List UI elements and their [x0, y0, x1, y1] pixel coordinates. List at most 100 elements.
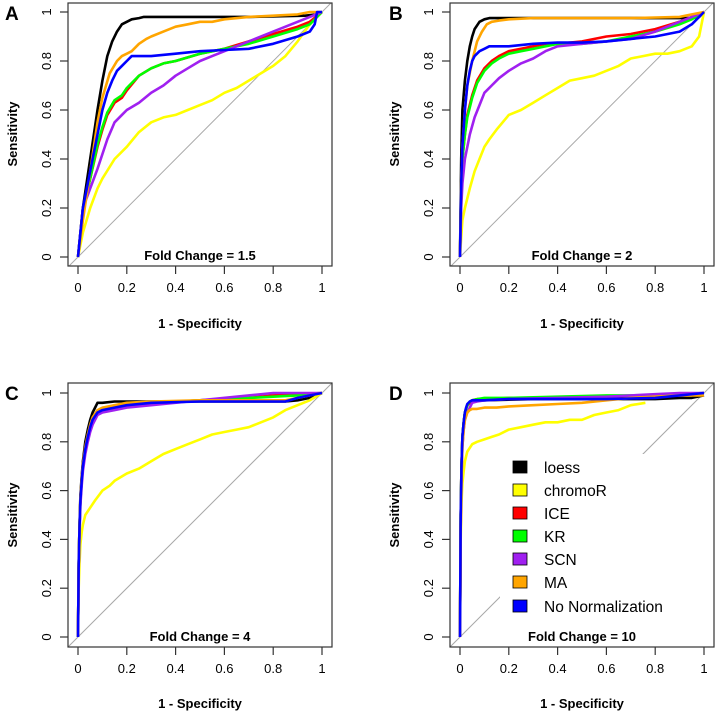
- legend-label: ICE: [544, 506, 570, 523]
- x-tick-label-b: 0: [456, 280, 463, 295]
- roc-curve-chromor-c: [76, 391, 323, 638]
- x-tick-label-d: 0.2: [500, 661, 518, 676]
- y-tick-label-c: 0.6: [39, 482, 54, 500]
- x-axis-title-b: 1 - Specificity: [540, 316, 625, 331]
- y-tick-label-c: 0.4: [39, 530, 54, 548]
- x-tick-label-a: 0.4: [167, 280, 185, 295]
- y-tick-label-b: 1: [421, 8, 436, 15]
- x-tick-label-d: 0.6: [597, 661, 615, 676]
- y-tick-label-c: 0.8: [39, 433, 54, 451]
- y-axis-title-d: Sensitivity: [387, 482, 402, 548]
- legend-label: chromoR: [544, 483, 607, 500]
- legend-swatch-no-normalization: [512, 599, 528, 613]
- roc-curve-no-normalization-d: [458, 391, 705, 638]
- legend-item: KR: [512, 529, 566, 546]
- x-tick-label-c: 0.6: [215, 661, 233, 676]
- y-axis-title-a: Sensitivity: [5, 101, 20, 167]
- panel-letter-a: A: [5, 4, 19, 25]
- legend-swatch-ma: [512, 575, 528, 589]
- x-tick-label-a: 0.6: [215, 280, 233, 295]
- y-tick-label-d: 1: [421, 389, 436, 396]
- annotation-b: Fold Change = 2: [532, 248, 633, 263]
- annotation-d: Fold Change = 10: [528, 629, 636, 644]
- legend-item: No Normalization: [512, 599, 663, 616]
- y-tick-label-d: 0.6: [421, 482, 436, 500]
- legend-swatch-scn: [512, 552, 528, 566]
- annotation-c: Fold Change = 4: [150, 629, 252, 644]
- plot-frame-b: [449, 2, 715, 267]
- x-tick-label-c: 0.4: [167, 661, 185, 676]
- legend-label: KR: [544, 529, 566, 546]
- x-tick-label-a: 1: [318, 280, 325, 295]
- x-tick-label-a: 0.2: [118, 280, 136, 295]
- x-axis-title-a: 1 - Specificity: [158, 316, 243, 331]
- x-tick-label-b: 0.6: [597, 280, 615, 295]
- legend-swatch-loess: [512, 460, 528, 474]
- annotation-a: Fold Change = 1.5: [144, 248, 256, 263]
- legend-swatch-ice: [512, 506, 528, 520]
- roc-curve-scn-a: [76, 10, 323, 258]
- x-tick-label-b: 0.2: [500, 280, 518, 295]
- x-tick-label-b: 0.8: [646, 280, 664, 295]
- roc-curve-ma-a: [76, 10, 322, 258]
- x-tick-label-d: 0: [456, 661, 463, 676]
- legend-item: MA: [512, 575, 568, 592]
- roc-curve-no-normalization-c: [76, 391, 323, 638]
- legend-label: MA: [544, 575, 568, 592]
- legend-label: SCN: [544, 552, 577, 569]
- legend-item: chromoR: [512, 483, 607, 500]
- panel-b: B Sensitivity 1 - Specificity 0 0.2 0.4 0.6…: [387, 2, 715, 331]
- y-tick-label-b: 0.2: [421, 199, 436, 217]
- plot-frame-c: [67, 382, 333, 648]
- panel-c: C Sensitivity 1 - Specificity 0 0.2 0.4 0.6…: [5, 382, 333, 711]
- y-tick-label-c: 0: [39, 633, 54, 640]
- x-tick-label-c: 1: [318, 661, 325, 676]
- panel-letter-b: B: [389, 4, 403, 25]
- y-tick-label-b: 0.4: [421, 150, 436, 168]
- x-tick-label-c: 0.8: [264, 661, 282, 676]
- y-tick-label-a: 0.8: [39, 52, 54, 70]
- y-tick-label-c: 1: [39, 389, 54, 396]
- x-tick-label-d: 0.8: [646, 661, 664, 676]
- y-axis-title-c: Sensitivity: [5, 482, 20, 548]
- legend-item: ICE: [512, 506, 570, 523]
- legend-swatch-chromor: [512, 483, 528, 497]
- roc-curve-no-normalization-b: [458, 11, 705, 258]
- x-tick-label-b: 1: [700, 280, 707, 295]
- legend-label: No Normalization: [544, 599, 663, 616]
- legend-swatch-kr: [512, 529, 528, 543]
- plot-frame-a: [67, 2, 333, 267]
- y-tick-label-a: 0.2: [39, 199, 54, 217]
- y-tick-label-d: 0.4: [421, 530, 436, 548]
- y-tick-label-b: 0: [421, 253, 436, 260]
- y-tick-label-d: 0.8: [421, 433, 436, 451]
- x-tick-label-c: 0.2: [118, 661, 136, 676]
- x-tick-label-a: 0: [74, 280, 81, 295]
- panel-a: A Sensitivity 1 - Specificity 0 0.2 0.4 0.6…: [5, 2, 333, 331]
- legend: loess chromoR ICE KR SCN MA No Normaliza…: [500, 454, 700, 644]
- y-tick-label-d: 0: [421, 633, 436, 640]
- roc-curve-chromor-a: [76, 11, 323, 258]
- legend-background: [500, 454, 700, 621]
- x-axis-title-c: 1 - Specificity: [158, 696, 243, 711]
- y-tick-label-c: 0.2: [39, 579, 54, 597]
- y-tick-label-b: 0.8: [421, 52, 436, 70]
- y-tick-label-a: 0.6: [39, 101, 54, 119]
- roc-curve-kr-a: [76, 11, 323, 258]
- y-tick-label-a: 0.4: [39, 150, 54, 168]
- roc-curve-chromor-b: [458, 11, 706, 258]
- x-tick-label-d: 1: [700, 661, 707, 676]
- x-tick-label-a: 0.8: [264, 280, 282, 295]
- reference-diagonal-c: [68, 383, 332, 647]
- panel-letter-d: D: [389, 384, 403, 405]
- panel-d: D Sensitivity 1 - Specificity 0 0.2 0.4 0.6…: [387, 382, 715, 711]
- legend-item: SCN: [512, 552, 577, 569]
- roc-curve-no-normalization-a: [76, 10, 322, 258]
- y-tick-label-d: 0.2: [421, 579, 436, 597]
- reference-diagonal-a: [68, 3, 332, 266]
- plot-frame-d: [449, 382, 715, 648]
- x-tick-label-d: 0.4: [549, 661, 567, 676]
- x-tick-label-c: 0: [74, 661, 81, 676]
- legend-label: loess: [544, 460, 580, 477]
